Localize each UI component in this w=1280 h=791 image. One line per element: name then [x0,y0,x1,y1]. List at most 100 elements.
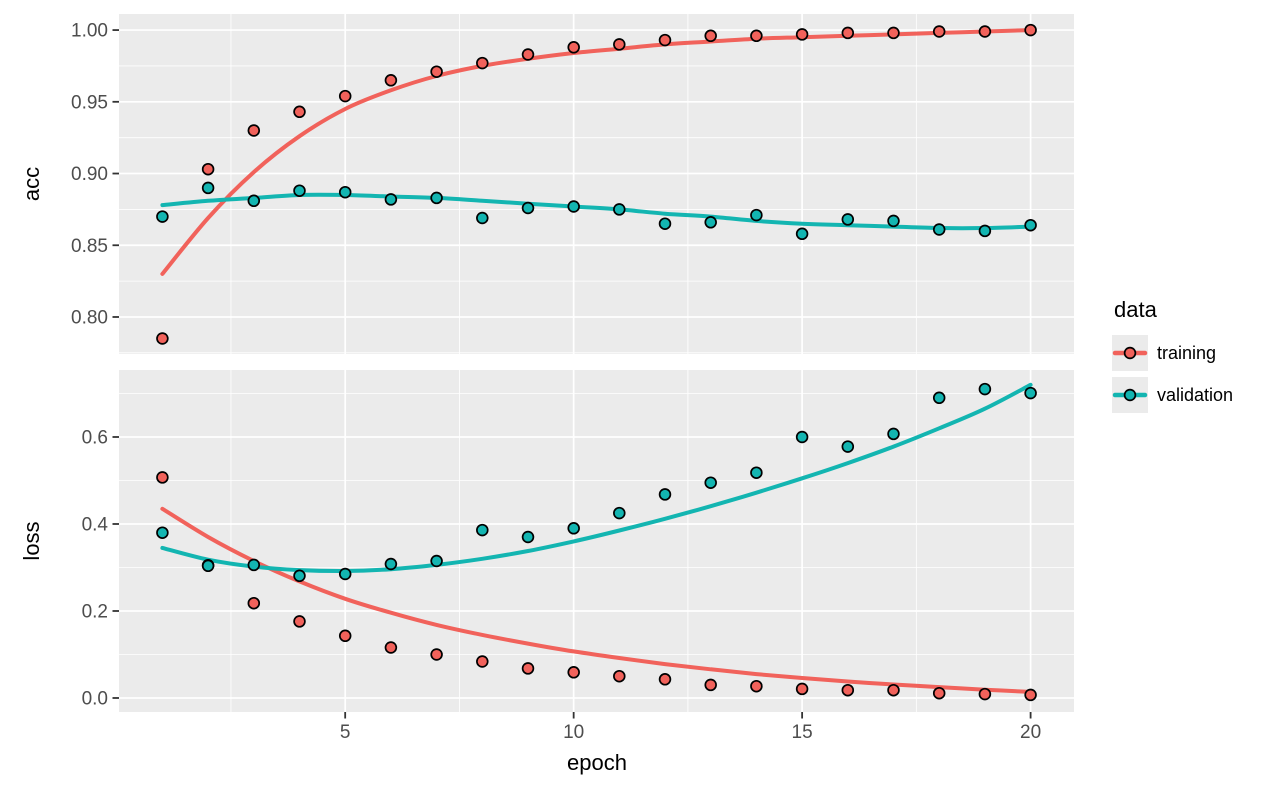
x-axis-title: epoch [567,750,627,775]
panel-background [119,370,1074,712]
data-point [704,216,717,229]
data-point [567,522,580,535]
data-point [932,686,946,700]
data-point [750,29,763,43]
data-point [293,615,306,628]
data-point [1024,688,1037,702]
y-axis-acc: 0.80 0.85 0.90 0.95 1.00 [71,21,119,329]
y-tick-label: 0.80 [71,308,108,329]
data-point [247,194,261,208]
data-point [613,506,626,520]
data-point [932,391,946,405]
y-tick-label: 0.6 [82,428,108,449]
facet-panel-acc: 0.80 0.85 0.90 0.95 1.00 [71,14,1074,354]
training-points-loss [156,471,1037,702]
data-point [156,332,169,345]
training-points-acc [156,23,1037,345]
gridlines [119,370,1074,712]
data-point [338,89,352,103]
data-point [887,427,900,441]
legend-title: data [1114,297,1157,322]
panel-background [119,14,1074,354]
data-point [338,567,352,581]
data-point [476,56,489,70]
data-point [430,554,443,568]
data-point [476,655,489,668]
data-point [156,210,169,223]
data-point [156,526,169,539]
y-tick-label: 0.4 [82,515,109,536]
data-point [658,33,672,47]
data-point [978,224,992,238]
y-axis-title-acc: acc [19,166,44,202]
data-point [201,559,215,573]
data-point [567,666,580,679]
legend-item-training: training [1112,335,1233,371]
data-point [338,629,352,643]
data-point [704,29,717,43]
legend-label-validation: validation [1157,384,1234,405]
x-tick-label: 15 [792,722,813,743]
y-tick-label: 0.95 [71,92,108,113]
data-point [932,223,946,236]
data-point [887,26,900,40]
data-point [841,213,855,226]
data-point [978,687,992,701]
data-point [293,105,306,119]
gridlines [119,14,1074,354]
data-point [247,124,261,137]
data-point [795,227,809,241]
x-tick-label: 5 [340,722,351,743]
data-point [978,25,992,38]
data-point [293,184,306,197]
data-point [658,217,672,230]
data-point [750,208,763,222]
y-axis-title-loss: loss [19,521,44,561]
legend-key-validation-icon [1112,377,1148,413]
x-tick-label: 20 [1020,722,1041,743]
data-point [978,382,992,396]
data-point [476,211,489,225]
data-point [567,200,580,213]
legend-key-training-icon [1112,335,1148,371]
data-point [430,191,443,205]
data-point [704,476,717,489]
data-point [658,488,672,501]
data-point [156,471,169,484]
data-point [430,648,443,661]
data-point [1024,23,1037,37]
x-axis: 5 10 15 20 [340,712,1041,743]
data-point [841,683,855,697]
training-smooth-line-loss [160,506,1033,694]
data-point [750,679,763,693]
data-point [521,48,535,61]
data-point [476,523,489,537]
data-point [384,641,398,654]
data-point [247,558,261,572]
data-point [521,662,535,675]
y-tick-label: 0.85 [71,236,108,257]
legend: data training validation [1112,297,1233,419]
validation-smooth-line-loss [160,382,1033,574]
data-point [841,26,855,40]
data-point [795,28,809,41]
data-point [247,596,261,610]
validation-points-acc [156,181,1037,241]
legend-item-validation: validation [1112,377,1233,413]
data-point [201,181,215,195]
data-point [384,74,398,87]
y-tick-label: 1.00 [71,21,108,42]
legend-label-training: training [1157,342,1217,363]
data-point [887,214,900,228]
data-point [613,669,626,683]
facet-panel-loss: 0.0 0.2 0.4 0.6 [82,370,1074,712]
validation-points-loss [156,382,1037,583]
data-point [1024,386,1037,400]
data-point [567,41,580,54]
data-point [521,201,535,215]
data-point [887,683,900,697]
x-tick-label: 10 [563,722,584,743]
data-point [841,440,855,453]
